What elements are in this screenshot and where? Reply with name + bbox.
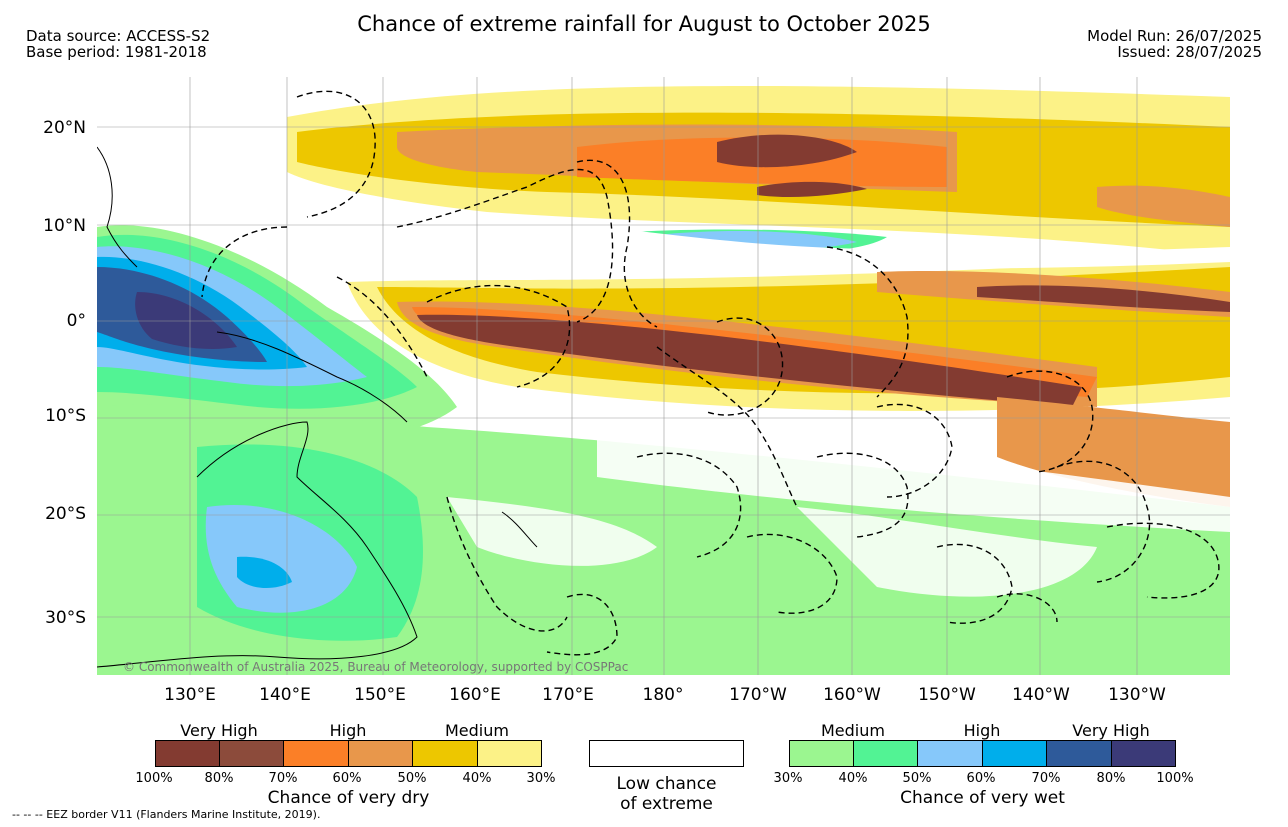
- legend-percent: 100%: [135, 771, 173, 786]
- legend-percent: 40%: [838, 771, 868, 786]
- legend-header: Very High: [180, 721, 258, 740]
- legend-wet-title: Chance of very wet: [900, 788, 1065, 808]
- legend-percent: 30%: [773, 771, 803, 786]
- legend-percent: 50%: [902, 771, 932, 786]
- legend-swatch: [1111, 740, 1176, 767]
- lon-label: 180°: [642, 685, 684, 705]
- legend-low-line2: of extreme: [620, 794, 713, 814]
- copyright-notice: © Commonwealth of Australia 2025, Bureau…: [123, 660, 629, 674]
- legend-percent: 60%: [966, 771, 996, 786]
- eez-footnote: -- -- -- EEZ border V11 (Flanders Marine…: [12, 808, 321, 821]
- lon-label: 130°W: [1108, 685, 1166, 705]
- legend-swatch: [348, 740, 413, 767]
- legend-percent: 40%: [462, 771, 492, 786]
- legend-percent: 100%: [1156, 771, 1194, 786]
- map-title: Chance of extreme rainfall for August to…: [357, 12, 931, 36]
- lat-label: 20°S: [45, 504, 86, 524]
- source-info: Data source: ACCESS-S2 Base period: 1981…: [26, 28, 210, 60]
- lon-label: 130°E: [164, 685, 216, 705]
- legend-header: High: [329, 721, 367, 740]
- rainfall-map: [97, 77, 1230, 675]
- legend-percent: 50%: [397, 771, 427, 786]
- graticule: [97, 77, 1230, 675]
- legend-swatch: [412, 740, 478, 767]
- legend-header: High: [963, 721, 1001, 740]
- legend-swatch: [477, 740, 542, 767]
- legend-low-line1: Low chance: [616, 774, 717, 794]
- legend-swatch: [1046, 740, 1112, 767]
- lat-label: 20°N: [43, 118, 86, 138]
- run-info: Model Run: 26/07/2025 Issued: 28/07/2025: [1087, 28, 1262, 60]
- lat-label: 10°S: [45, 406, 86, 426]
- eez-borders: [201, 90, 1220, 656]
- issued-text: Issued: 28/07/2025: [1117, 43, 1262, 61]
- legend-percent: 80%: [1096, 771, 1126, 786]
- legend-swatch: [283, 740, 349, 767]
- data-source-text: Data source: ACCESS-S2: [26, 27, 211, 45]
- lat-label: 30°S: [45, 608, 86, 628]
- lon-label: 170°W: [729, 685, 787, 705]
- lon-label: 160°E: [449, 685, 501, 705]
- legend-swatch: [853, 740, 918, 767]
- legend-header: Medium: [821, 721, 885, 740]
- legend-header: Very High: [1072, 721, 1150, 740]
- lon-label: 150°E: [354, 685, 406, 705]
- lon-label: 170°E: [542, 685, 594, 705]
- legend-percent: 80%: [204, 771, 234, 786]
- legend-swatch-low: [589, 740, 744, 767]
- base-period-text: Base period: 1981-2018: [26, 43, 207, 61]
- model-run-text: Model Run: 26/07/2025: [1087, 27, 1262, 45]
- legend-percent: 30%: [526, 771, 556, 786]
- lon-label: 140°E: [259, 685, 311, 705]
- coastlines: [97, 146, 538, 668]
- lon-label: 160°W: [823, 685, 881, 705]
- legend-swatch: [219, 740, 284, 767]
- dry-north-belt: [287, 85, 1230, 258]
- legend-percent: 70%: [268, 771, 298, 786]
- legend-dry-title: Chance of very dry: [267, 788, 430, 808]
- legend-percent: 60%: [332, 771, 362, 786]
- legend-percent: 70%: [1031, 771, 1061, 786]
- lat-label: 0°: [66, 311, 86, 331]
- legend-swatch: [917, 740, 983, 767]
- legend-swatch: [155, 740, 220, 767]
- lon-label: 140°W: [1012, 685, 1070, 705]
- legend-swatch: [789, 740, 854, 767]
- lon-label: 150°W: [918, 685, 976, 705]
- legend-swatch: [982, 740, 1047, 767]
- legend-low-label: Low chance of extreme: [589, 774, 744, 814]
- lat-label: 10°N: [43, 216, 86, 236]
- legend-header: Medium: [445, 721, 509, 740]
